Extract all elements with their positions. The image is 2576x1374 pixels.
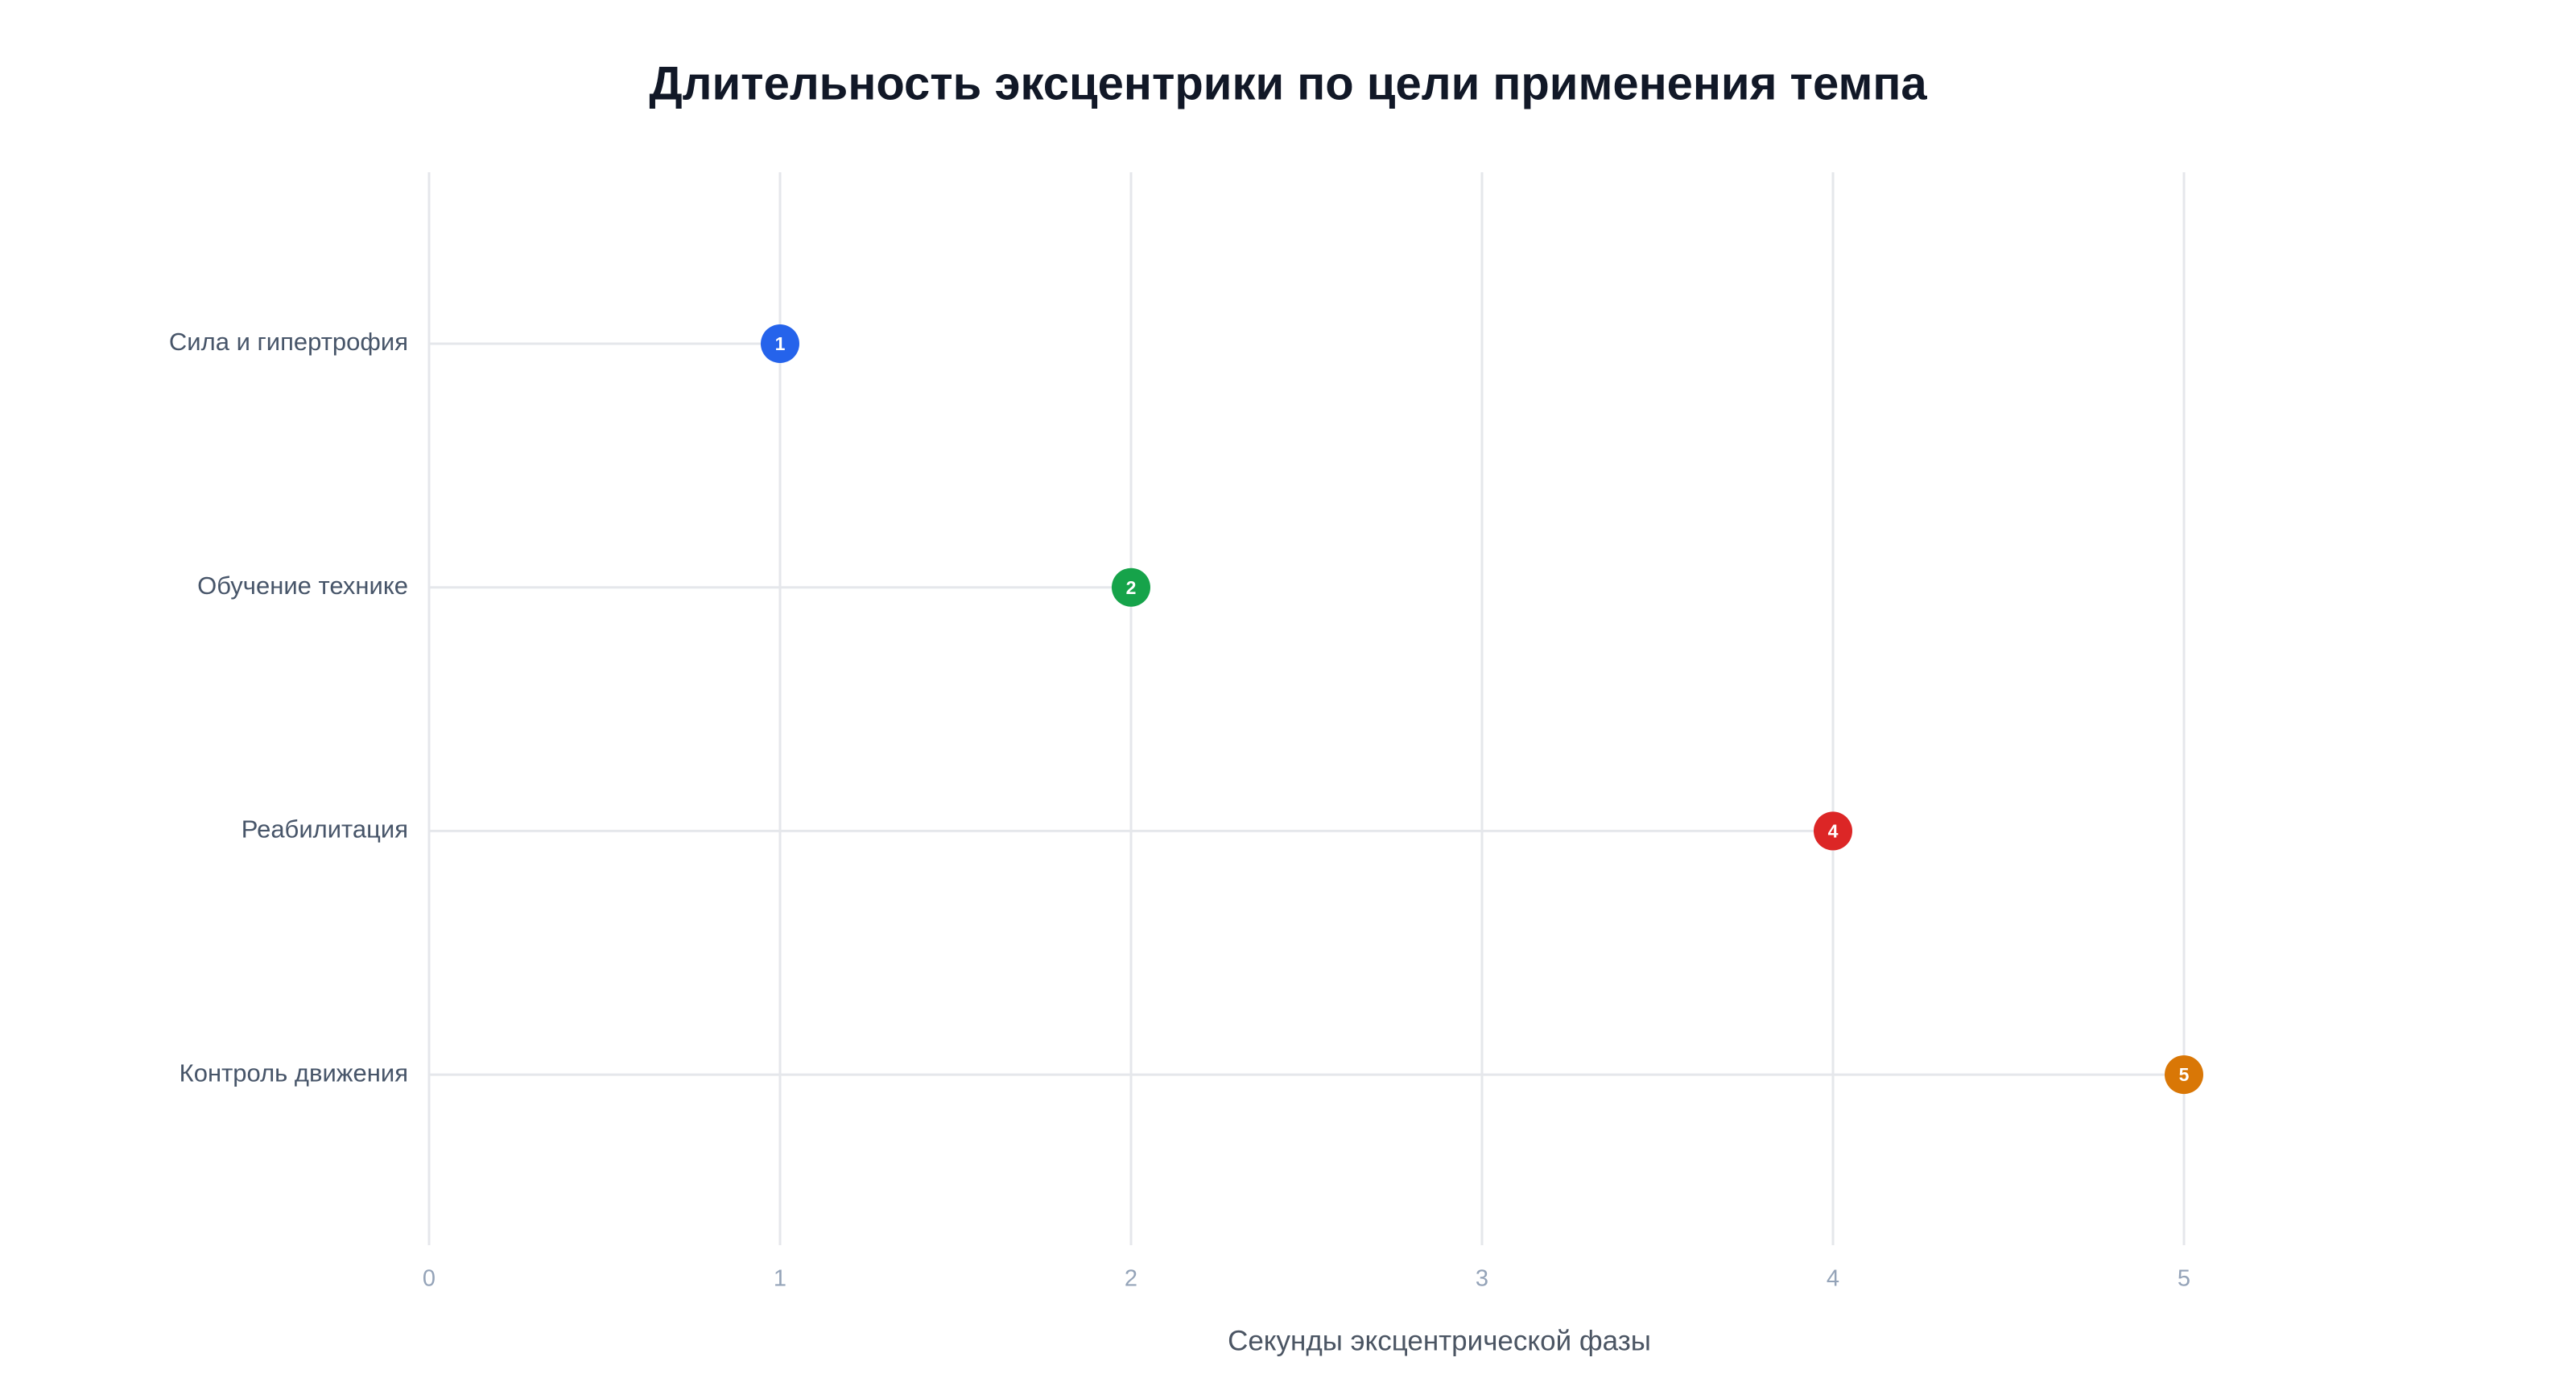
dot <box>2165 1055 2203 1095</box>
y-tick-label: Реабилитация <box>242 815 408 844</box>
x-tick-label: 5 <box>2178 1266 2190 1292</box>
value-label: 2 <box>1126 577 1137 598</box>
value-label: 5 <box>2179 1064 2190 1085</box>
x-tick-label: 4 <box>1827 1266 1839 1292</box>
y-tick-label: Сила и гипертрофия <box>169 328 408 356</box>
dot <box>1814 811 1852 851</box>
x-tick-label: 2 <box>1125 1266 1137 1292</box>
x-axis-label: Секунды эксцентрической фазы <box>1228 1325 1651 1356</box>
x-tick-label: 0 <box>423 1266 436 1292</box>
value-label: 1 <box>775 333 786 354</box>
dot <box>761 324 799 363</box>
y-tick-label: Контроль движения <box>180 1058 408 1087</box>
dot <box>1112 567 1150 607</box>
chart-title: Длительность эксцентрики по цели примене… <box>649 57 1927 109</box>
value-label: 4 <box>1828 820 1839 841</box>
x-tick-label: 3 <box>1476 1266 1488 1292</box>
x-tick-label: 1 <box>774 1266 786 1292</box>
y-tick-label: Обучение технике <box>197 571 408 600</box>
